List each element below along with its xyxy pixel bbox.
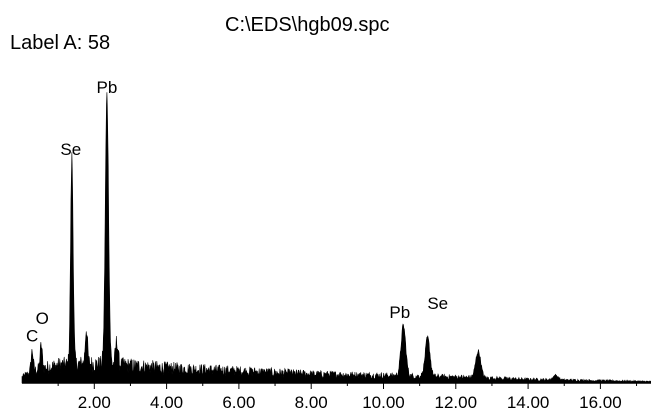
x-axis: 2.00 4.00 6.00 8.00 10.00 12.00 14.00 16.00 (22, 382, 651, 412)
x-tick-label: 10.00 (362, 393, 405, 412)
x-tick-label: 6.00 (222, 393, 255, 412)
peak-label: C (26, 327, 38, 346)
peak-labels: CO Se Pb Pb Se (26, 78, 448, 346)
label-a-text: Label A: 58 (10, 32, 111, 54)
peak-label: Se (60, 140, 81, 159)
x-tick-label: 12.00 (435, 393, 478, 412)
x-tick-label: 2.00 (78, 393, 111, 412)
peak-label: O (36, 309, 49, 328)
x-tick-label: 16.00 (579, 393, 622, 412)
x-tick-label: 14.00 (507, 393, 550, 412)
x-tick-label: 4.00 (150, 393, 183, 412)
file-path-title: C:\EDS\hgb09.spc (225, 14, 390, 36)
spectrum-series (21, 92, 651, 384)
peak-label: Pb (97, 78, 118, 97)
peak-label: Se (427, 294, 448, 313)
x-tick-label: 8.00 (295, 393, 328, 412)
plot-area (21, 92, 651, 384)
peak-label: Pb (389, 303, 410, 322)
